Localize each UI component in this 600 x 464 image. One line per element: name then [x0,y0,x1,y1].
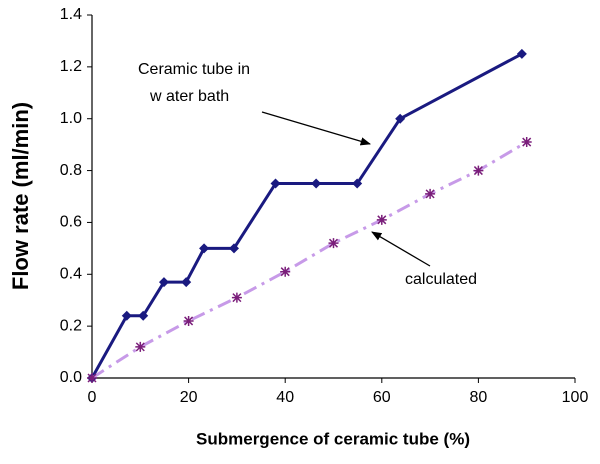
y-tick-label: 0.0 [60,369,82,386]
marker [280,266,291,277]
annotation: w ater bath [149,88,229,105]
y-tick-label: 1.4 [60,6,82,23]
marker [181,277,192,288]
marker [352,178,363,189]
annotation-arrow [371,231,431,267]
y-axis-title: Flow rate (ml/min) [8,102,33,290]
y-tick-label: 1.2 [60,58,82,75]
y-tick-label: 0.4 [60,266,82,283]
marker [521,137,532,148]
marker [158,277,169,288]
x-axis-title: Submergence of ceramic tube (%) [196,429,470,448]
annotation-arrow [261,111,371,146]
marker [231,292,242,303]
marker [87,373,97,383]
x-tick-label: 40 [276,389,294,406]
x-tick-label: 100 [562,389,589,406]
marker [121,310,132,321]
marker [425,188,436,199]
marker [229,243,240,254]
x-tick-label: 80 [470,389,488,406]
marker [199,243,210,254]
y-tick-label: 1.0 [60,110,82,127]
y-tick-label: 0.2 [60,317,82,334]
annotation: calculated [405,271,477,288]
marker [183,315,194,326]
series-line [91,140,528,380]
marker [311,178,322,189]
marker [138,310,149,321]
marker [328,238,339,249]
marker [270,178,281,189]
x-tick-label: 20 [180,389,198,406]
marker [395,113,406,124]
annotation: Ceramic tube in [138,61,250,78]
y-tick-label: 0.6 [60,214,82,231]
y-tick-label: 0.8 [60,162,82,179]
marker [516,48,527,59]
marker [473,165,484,176]
marker [376,214,387,225]
x-tick-label: 0 [88,389,97,406]
x-tick-label: 60 [373,389,391,406]
marker [135,341,146,352]
